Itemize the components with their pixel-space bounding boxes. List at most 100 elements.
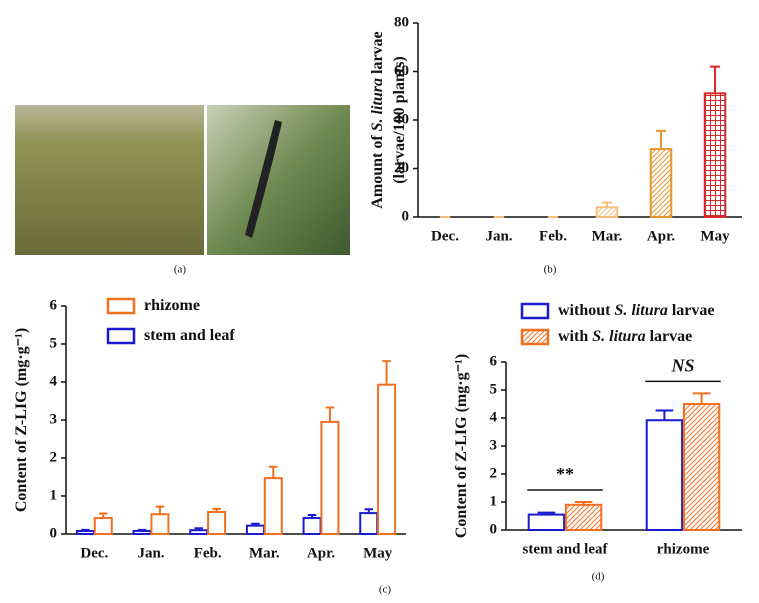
bar (377, 383, 397, 535)
error-bar (155, 505, 165, 515)
y-tick-label: 1 (490, 493, 498, 509)
bar (207, 510, 227, 535)
y-tick-label: 3 (490, 437, 498, 453)
y-tick-label: 5 (50, 335, 58, 351)
y-tick-label: 3 (50, 411, 58, 427)
text-part: rhizome (144, 297, 200, 314)
text-part: Content of Z-LIG (mg·g⁻¹) (13, 328, 30, 512)
y-tick-label: 5 (490, 381, 498, 397)
legend-swatch (106, 297, 136, 315)
y-tick-label: 4 (50, 373, 58, 389)
legend-label: with S. litura larvae (558, 328, 692, 345)
error-bar (212, 507, 221, 512)
x-tick-label: rhizome (657, 541, 710, 557)
error-bar (655, 129, 667, 150)
text-part: stem and leaf (144, 327, 235, 344)
x-tick-label: Mar. (249, 545, 280, 561)
bar (527, 513, 566, 531)
text-part: S. litura (369, 78, 386, 131)
text-part: Content of Z-LIG (mg·g⁻¹) (453, 354, 470, 538)
text-part: (larvae/100 plants) (391, 56, 408, 184)
bar (150, 513, 170, 535)
text-part: S. litura (592, 328, 645, 345)
y-axis-label: Content of Z-LIG (mg·g⁻¹) (13, 328, 30, 512)
caption: (c) (379, 584, 392, 596)
larva (245, 120, 282, 238)
error-bar (574, 501, 593, 505)
x-tick-label: May (363, 545, 393, 561)
error-bar (655, 409, 674, 421)
y-tick-label: 0 (50, 525, 58, 541)
error-bar (307, 514, 317, 519)
y-tick-label: 1 (50, 487, 58, 503)
error-bar (364, 508, 373, 514)
caption: (d) (592, 571, 605, 583)
bar (359, 512, 379, 535)
bar (263, 477, 283, 536)
bar (302, 517, 322, 535)
y-tick-label: 20 (394, 160, 409, 176)
x-tick-label: Dec. (80, 545, 108, 561)
text-part: larvae (369, 31, 386, 78)
text-part: Amount of (369, 131, 386, 208)
annotation: ** (556, 464, 574, 484)
y-tick-label: 0 (490, 521, 498, 537)
error-bar (709, 65, 721, 94)
bar (245, 524, 265, 536)
error-bar (692, 392, 711, 404)
legend-label: without S. litura larvae (558, 302, 714, 319)
bar (93, 517, 113, 535)
bar (75, 529, 95, 536)
x-tick-label: Feb. (539, 228, 567, 244)
chart: 0 1 2 3 4 5 6 Content of Z-LIG (mg·g⁻¹) (c) Dec. J… (13, 297, 406, 596)
y-tick-label: 60 (394, 63, 409, 79)
y-tick-label: 6 (50, 297, 58, 313)
annotation: NS (670, 355, 694, 375)
x-tick-label: May (700, 228, 730, 244)
x-tick-label: Apr. (307, 545, 335, 561)
error-bar (382, 360, 391, 385)
y-tick-label: 6 (490, 353, 498, 369)
legend-label: stem and leaf (144, 327, 235, 344)
y-tick-label: 2 (490, 465, 498, 481)
caption: (a) (174, 264, 187, 276)
error-bar (269, 465, 278, 479)
y-tick-label: 2 (50, 449, 58, 465)
legend-swatch (106, 327, 136, 345)
bar (682, 403, 721, 531)
error-bar (137, 528, 147, 531)
legend-swatch (520, 302, 550, 320)
error-bar (251, 522, 260, 526)
bar (649, 148, 673, 219)
text-part: larvae (668, 302, 715, 319)
bar (320, 420, 340, 535)
error-bar (81, 528, 90, 531)
legend-label: rhizome (144, 297, 200, 314)
y-tick-label: 40 (394, 111, 409, 127)
error-bar (194, 527, 203, 531)
y-axis-label: Amount of S. litura larvae (369, 31, 386, 208)
x-tick-label: Jan. (485, 228, 512, 244)
x-tick-label: stem and leaf (523, 541, 609, 557)
photo-panel: (a) (15, 105, 350, 276)
x-tick-label: Jan. (137, 545, 164, 561)
x-tick-label: Mar. (592, 228, 623, 244)
text-part: S. litura (614, 302, 667, 319)
bar (132, 529, 152, 536)
text-part: with (558, 328, 592, 345)
y-tick-label: 0 (402, 208, 410, 224)
chart: 0 20 40 60 80 Amount of S. litura larvae (larv… (369, 14, 742, 276)
bar (595, 206, 619, 219)
text-part: without (558, 302, 614, 319)
bar (703, 92, 727, 218)
y-axis-label: Content of Z-LIG (mg·g⁻¹) (453, 354, 470, 538)
legend-swatch (520, 328, 550, 346)
error-bar (601, 201, 613, 208)
caption: (b) (544, 264, 557, 276)
x-tick-label: Apr. (647, 228, 675, 244)
text-part: larvae (646, 328, 693, 345)
y-tick-label: 4 (490, 409, 498, 425)
error-bar (325, 406, 335, 422)
error-bar (99, 512, 108, 519)
